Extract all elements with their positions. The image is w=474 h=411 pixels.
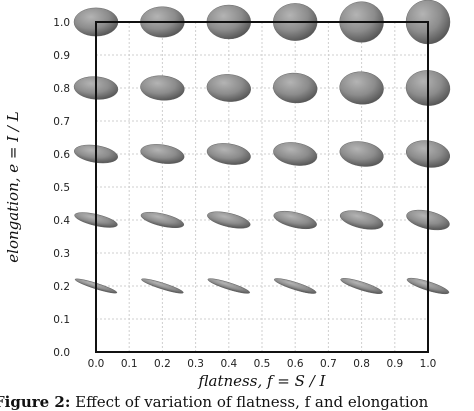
y-tick-label: 0.8	[53, 83, 70, 95]
x-tick-label: 0.8	[353, 358, 370, 370]
y-tick-label: 0.5	[53, 182, 70, 194]
ellipsoid-marker	[140, 212, 185, 228]
x-tick-label: 0.3	[187, 358, 204, 370]
y-tick-label: 0.3	[53, 248, 70, 260]
ellipsoid-marker	[140, 144, 185, 164]
ellipsoid-marker	[339, 71, 384, 105]
ellipsoid-marker	[206, 74, 251, 102]
ellipsoid-marker	[339, 210, 384, 230]
x-tick-label: 0.2	[154, 358, 171, 370]
y-axis-label: elongation, e = I / L	[4, 111, 22, 262]
y-tick-label: 0.1	[53, 314, 70, 326]
y-tick-label: 0.2	[53, 281, 70, 293]
ellipsoid-marker	[141, 278, 184, 294]
x-tick-label: 0.5	[254, 358, 271, 370]
y-tick-label: 0.7	[53, 116, 70, 128]
ellipsoid-marker	[206, 143, 251, 165]
y-tick-label: 0.0	[53, 347, 70, 359]
y-tick-label: 1.0	[53, 17, 70, 29]
x-axis-label: flatness, f = S / I	[198, 372, 327, 390]
ellipsoid-marker	[273, 278, 317, 294]
y-tick-label: 0.9	[53, 50, 70, 62]
ellipsoid-marker	[207, 278, 250, 294]
x-tick-label: 0.1	[121, 358, 138, 370]
x-tick-labels: 0.0 0.1 0.2 0.3 0.4 0.5 0.6 0.7 0.8 0.9 1.0	[88, 358, 437, 370]
ellipsoid-marker	[273, 210, 317, 230]
ellipsoid-marker	[140, 75, 185, 101]
caption-text: Effect of variation of flatness, f and e…	[75, 393, 429, 411]
x-tick-label: 0.4	[220, 358, 237, 370]
y-tick-labels: 0.0 0.1 0.2 0.3 0.4 0.5 0.6 0.7 0.8 0.9 1.0	[53, 17, 70, 359]
ellipsoid-marker	[207, 211, 251, 229]
ellipsoid-marker	[273, 142, 318, 166]
x-tick-label: 0.6	[287, 358, 304, 370]
x-tick-label: 0.9	[386, 358, 403, 370]
ellipsoid-marker	[273, 72, 318, 104]
x-tick-label: 0.7	[320, 358, 337, 370]
grid-lines	[95, 21, 429, 353]
caption-label: Figure 2:	[0, 393, 71, 411]
ellipsoid-marker	[340, 278, 383, 294]
figure-caption: Figure 2: Effect of variation of flatnes…	[0, 393, 428, 411]
y-tick-label: 0.4	[53, 215, 70, 227]
y-tick-label: 0.6	[53, 149, 70, 161]
plot-frame	[95, 21, 429, 353]
ellipsoid-marker	[339, 141, 384, 167]
x-tick-label: 1.0	[420, 358, 437, 370]
ellipsoid-markers	[73, 0, 451, 295]
x-tick-label: 0.0	[88, 358, 105, 370]
